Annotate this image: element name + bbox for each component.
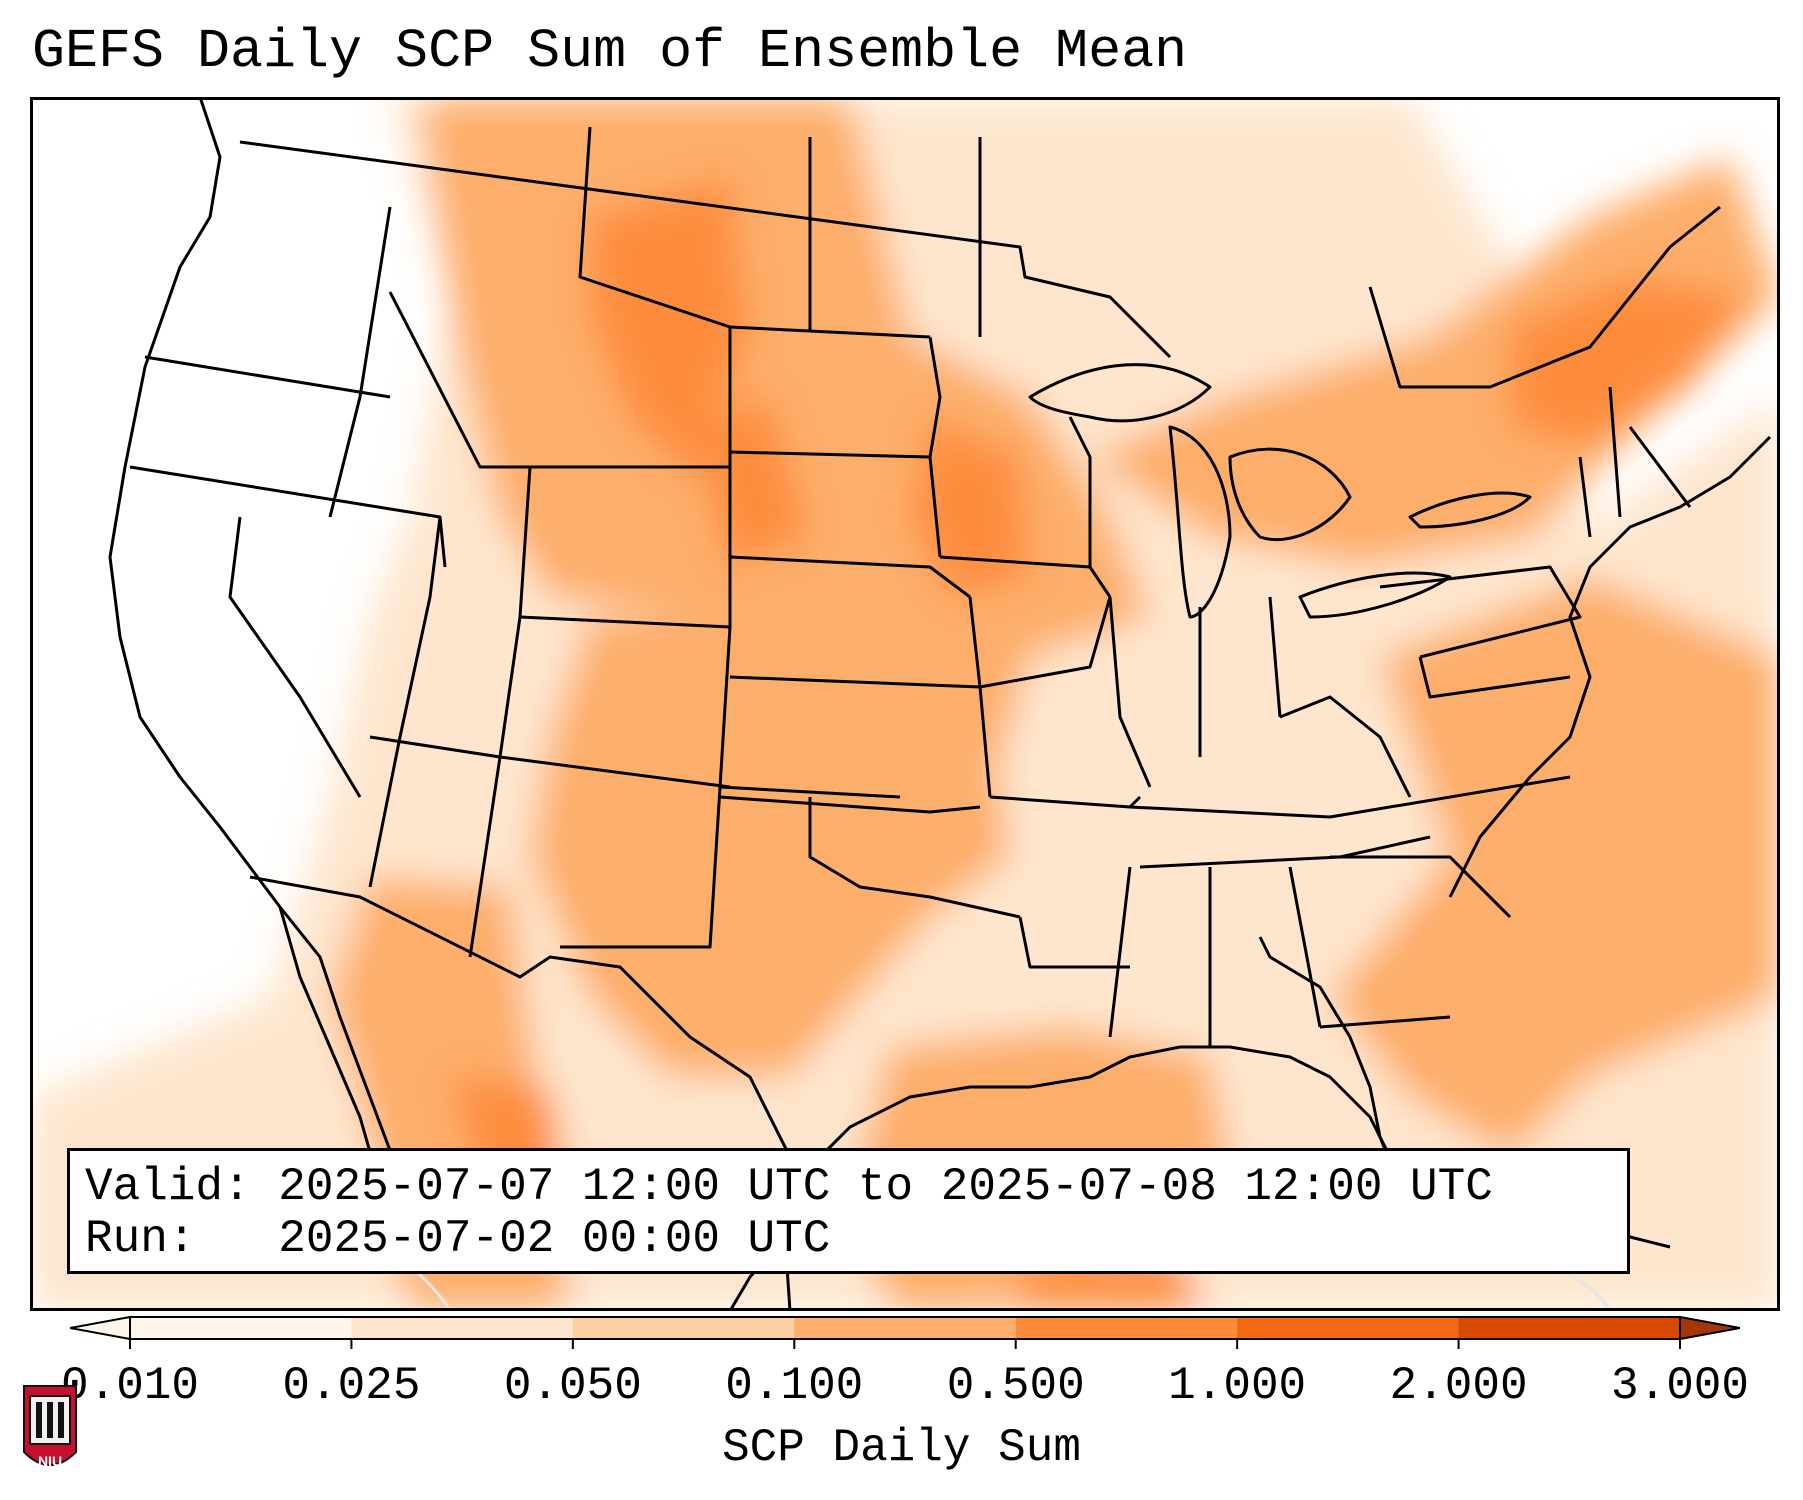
state-boundaries	[129, 126, 1721, 1158]
colorbar-segment	[1237, 1317, 1460, 1339]
valid-label: Valid:	[85, 1161, 251, 1213]
logo-text: NIU	[38, 1453, 62, 1469]
colorbar-segment	[572, 1317, 795, 1339]
niu-logo: NIU	[23, 1385, 77, 1469]
colorbar-label: SCP Daily Sum	[722, 1422, 1081, 1474]
colorbar-extend-low	[70, 1315, 131, 1341]
colorbar-tick-label: 1.000	[1168, 1360, 1307, 1412]
colorbar-tick-label: 3.000	[1610, 1360, 1750, 1412]
map-title: GEFS Daily SCP Sum of Ensemble Mean	[32, 20, 1188, 83]
run-value: 2025-07-02 00:00 UTC	[278, 1213, 831, 1265]
map-panel	[30, 97, 1780, 1311]
logo-window	[47, 1402, 53, 1438]
colorbar-segment	[351, 1317, 574, 1339]
colorbar	[70, 1315, 1740, 1349]
colorbar-tick-label: 0.010	[60, 1360, 200, 1412]
map-frame	[30, 97, 1780, 1311]
scp-field	[30, 97, 1780, 1311]
colorbar-tick-label: 0.050	[503, 1360, 642, 1412]
run-label: Run:	[85, 1213, 196, 1265]
logo-window	[36, 1402, 42, 1438]
colorbar-outline	[129, 1316, 1681, 1340]
colorbar-segment	[794, 1317, 1017, 1339]
valid-line: Valid: 2025-07-07 12:00 UTC to 2025-07-0…	[85, 1161, 1493, 1213]
colorbar-segment	[130, 1317, 352, 1339]
colorbar-tick-label: 0.500	[946, 1360, 1085, 1412]
colorbar-extend-high	[1679, 1315, 1740, 1341]
logo-window	[58, 1402, 64, 1438]
colorbar-segment	[1015, 1317, 1238, 1339]
info-box: Valid: 2025-07-07 12:00 UTC to 2025-07-0…	[67, 1148, 1630, 1274]
great-lakes	[1028, 363, 1532, 619]
run-line: Run: 2025-07-02 00:00 UTC	[85, 1213, 830, 1265]
colorbar-tick-label: 2.000	[1389, 1360, 1528, 1412]
colorbar-tick-label: 0.025	[282, 1360, 421, 1412]
colorbar-segment	[1458, 1317, 1681, 1339]
colorbar-tick-label: 0.100	[725, 1360, 864, 1412]
valid-value: 2025-07-07 12:00 UTC to 2025-07-08 12:00…	[278, 1161, 1493, 1213]
